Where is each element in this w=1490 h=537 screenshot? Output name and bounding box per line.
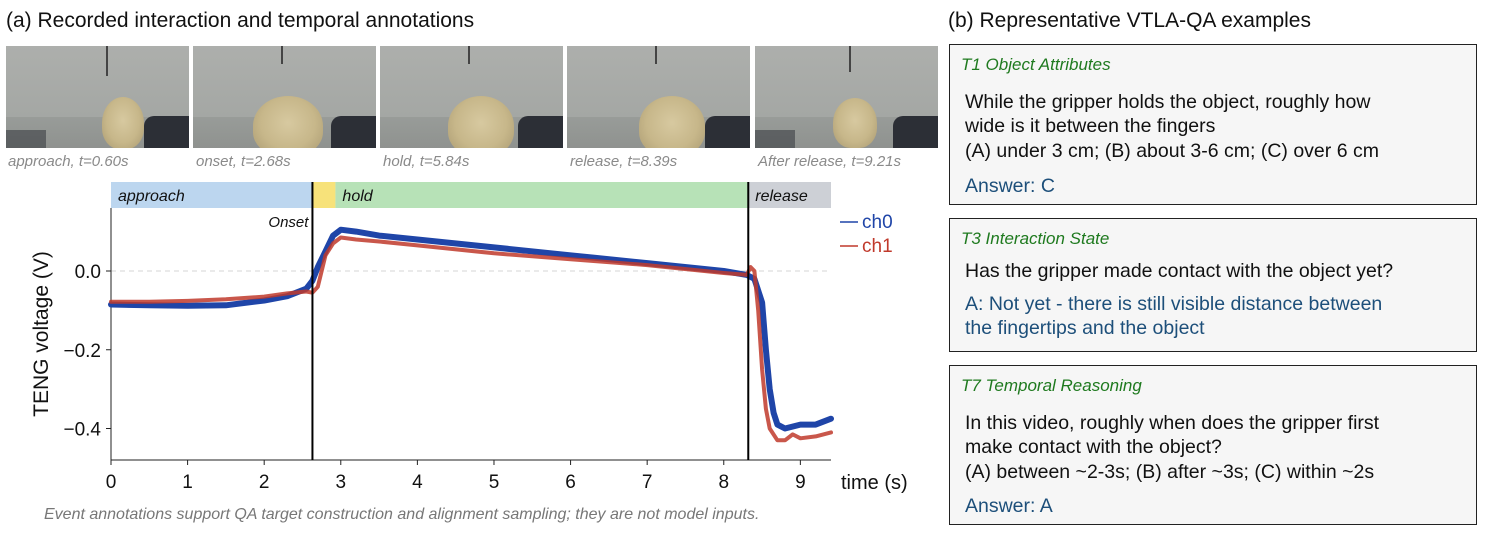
qa-example-t7: T7 Temporal Reasoning In this video, rou… [949,365,1477,525]
series-line-ch0 [108,226,834,432]
frame-caption: onset, t=2.68s [196,153,291,170]
x-tick-label: 8 [718,472,729,493]
y-axis-label: TENG voltage (V) [30,251,53,417]
x-tick-label: 2 [259,472,270,493]
qa-question-line: (A) under 3 cm; (B) about 3-6 cm; (C) ov… [965,140,1379,162]
panel-a-title: (a) Recorded interaction and temporal an… [6,9,475,32]
video-frame-approach [6,46,189,148]
video-frame-hold [380,46,563,148]
qa-task-header: T3 Interaction State [961,229,1110,248]
frame-caption: approach, t=0.60s [8,153,129,170]
video-frame-after-release [755,46,938,148]
y-tick-label: −0.4 [63,420,101,441]
video-frame-release [567,46,750,148]
series-layer [108,226,834,443]
legend-label: ch0 [862,212,893,233]
x-tick-label: 1 [182,472,193,493]
qa-question-line: While the gripper holds the object, roug… [965,91,1371,113]
phase-segment [111,182,313,208]
y-tick-label: −0.2 [63,341,101,362]
voltage-chart: approach hold release 0 1 2 3 4 5 6 7 8 9 0.0 −0.2 −0.… [30,182,908,494]
qa-question-line: In this video, roughly when does the gri… [965,412,1380,434]
x-tick-label: 3 [335,472,346,493]
figure-footnote: Event annotations support QA target cons… [44,506,760,523]
phase-segment [335,182,749,208]
qa-question-line: make contact with the object? [965,436,1222,458]
phase-bar: approach hold release [111,182,831,208]
qa-question-line: wide is it between the fingers [965,115,1216,137]
legend-label: ch1 [862,236,893,257]
series-line-ch1 [109,235,833,443]
qa-answer: A: Not yet - there is still visible dist… [965,293,1383,315]
panel-b-title: (b) Representative VTLA-QA examples [948,9,1311,32]
x-axis-label: time (s) [841,472,908,494]
label-layer: Onset ch0 ch1 [268,182,893,460]
qa-task-header: T1 Object Attributes [961,55,1111,74]
phase-label: hold [342,188,373,205]
frame-caption: After release, t=9.21s [758,153,901,170]
qa-question-line: (A) between ~2-3s; (B) after ~3s; (C) wi… [965,461,1375,483]
event-label: Onset [268,214,309,231]
y-tick-label: 0.0 [75,262,101,283]
x-tick-label: 6 [565,472,576,493]
qa-question-line: Has the gripper made contact with the ob… [965,260,1394,282]
phase-segment [748,182,831,208]
x-tick-label: 9 [795,472,806,493]
qa-answer: Answer: A [965,495,1053,517]
x-tick-label: 4 [412,472,423,493]
frame-caption: release, t=8.39s [570,153,678,170]
qa-task-header: T7 Temporal Reasoning [961,376,1142,395]
phase-label: approach [118,188,185,205]
phase-segment [312,182,336,208]
qa-example-t1: T1 Object Attributes While the gripper h… [949,44,1477,205]
frame-caption: hold, t=5.84s [383,153,470,170]
x-tick-label: 5 [489,472,500,493]
chart-axes: 0 1 2 3 4 5 6 7 8 9 0.0 −0.2 −0.4 time (s) TENG voltag… [30,208,908,494]
phase-label: release [755,188,808,205]
x-tick-label: 7 [642,472,653,493]
qa-answer: the fingertips and the object [965,317,1205,339]
x-tick-label: 0 [106,472,117,493]
qa-example-t3: T3 Interaction State Has the gripper mad… [949,218,1477,352]
video-frame-onset [193,46,376,148]
qa-answer: Answer: C [965,175,1055,197]
